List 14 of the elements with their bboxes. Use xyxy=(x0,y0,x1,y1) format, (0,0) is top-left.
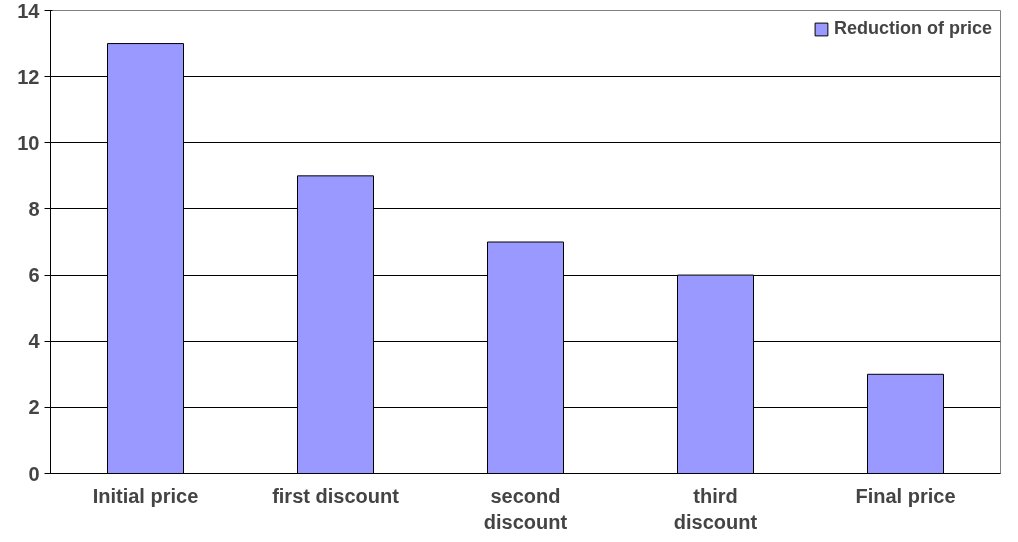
y-tick-label: 6 xyxy=(28,264,40,287)
y-tick-label: 12 xyxy=(17,65,40,88)
x-tick-label: Final price xyxy=(855,484,956,507)
x-tick-label: first discount xyxy=(272,484,400,507)
y-tick-label: 14 xyxy=(17,0,41,22)
x-tick-label: third discount xyxy=(673,484,758,533)
x-tick-label: Initial price xyxy=(92,484,199,507)
legend-label: Reduction of price xyxy=(833,18,992,39)
y-tick-label: 8 xyxy=(28,197,40,220)
y-tick-label: 2 xyxy=(28,396,40,419)
y-tick-label: 0 xyxy=(28,462,40,485)
x-tick-label: second discount xyxy=(483,484,568,533)
y-tick-label: 10 xyxy=(17,131,40,154)
y-tick-label: 4 xyxy=(28,330,41,353)
